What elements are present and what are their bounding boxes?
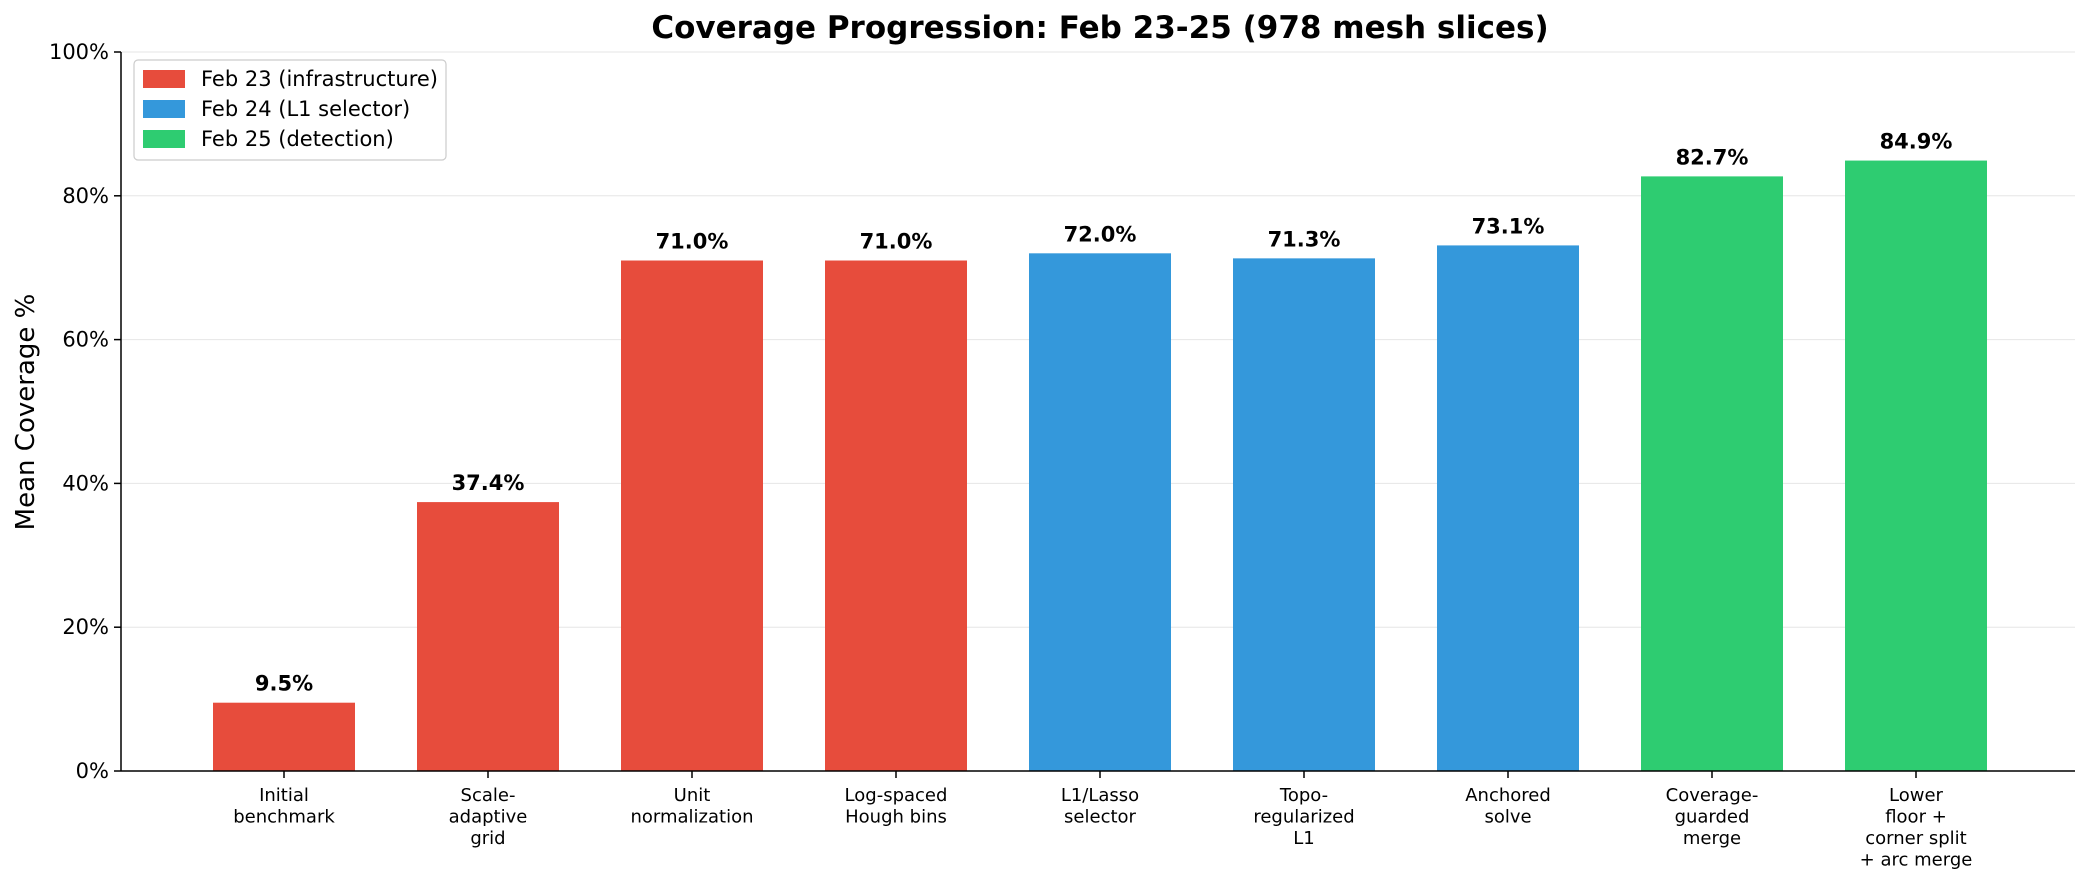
x-tick-label: L1: [1293, 828, 1314, 849]
x-tick-label: adaptive: [449, 807, 528, 828]
data-label: 71.0%: [656, 230, 729, 254]
x-tick-label: floor +: [1885, 807, 1947, 828]
data-label: 37.4%: [452, 471, 525, 495]
x-tick-label: + arc merge: [1860, 850, 1973, 871]
legend: Feb 23 (infrastructure) Feb 24 (L1 select…: [133, 59, 447, 161]
x-tick-label: Hough bins: [845, 807, 947, 828]
y-tick-label: 0%: [76, 759, 109, 783]
data-label: 9.5%: [255, 672, 313, 696]
x-tick-label: Topo-: [1279, 785, 1328, 806]
data-label: 84.9%: [1880, 130, 1953, 154]
legend-swatch: [143, 100, 185, 118]
legend-swatch: [143, 70, 185, 88]
bar: [213, 702, 355, 771]
legend-label: Feb 24 (L1 selector): [201, 97, 410, 121]
y-tick-label: 100%: [49, 40, 109, 64]
bar: [1641, 176, 1783, 772]
x-tick-label: merge: [1683, 828, 1741, 849]
x-tick-label: Scale-: [461, 785, 516, 806]
data-label: 73.1%: [1472, 214, 1545, 238]
legend-label: Feb 25 (detection): [201, 127, 394, 151]
bar: [1233, 258, 1375, 771]
bar: [825, 260, 967, 771]
y-tick-label: 40%: [62, 471, 109, 495]
bars: [213, 160, 1987, 772]
y-tick-label: 60%: [62, 328, 109, 352]
x-tick-label: Initial: [259, 785, 309, 806]
data-label: 82.7%: [1676, 145, 1749, 169]
legend-swatch: [143, 130, 185, 148]
bar: [417, 502, 559, 771]
x-tick-label: selector: [1064, 807, 1136, 828]
chart-title: Coverage Progression: Feb 23-25 (978 mes…: [651, 10, 1548, 46]
x-tick-label: Coverage-: [1666, 785, 1759, 806]
x-tick-label: corner split: [1865, 828, 1966, 849]
y-axis-ticks: 0% 20% 40% 60% 80% 100%: [49, 40, 121, 783]
data-label: 72.0%: [1064, 222, 1137, 246]
x-tick-label: grid: [470, 828, 505, 849]
y-tick-label: 20%: [62, 615, 109, 639]
data-label: 71.3%: [1268, 227, 1341, 251]
data-label: 71.0%: [860, 230, 933, 254]
bar: [1845, 160, 1987, 772]
x-tick-label: Unit: [674, 785, 711, 806]
y-tick-label: 80%: [62, 184, 109, 208]
data-labels: 9.5% 37.4% 71.0% 71.0% 72.0% 71.3% 73.1% 82.7% 8…: [255, 130, 1953, 696]
bar: [1029, 253, 1171, 771]
bar: [1437, 245, 1579, 771]
legend-frame: [133, 59, 447, 161]
x-tick-label: normalization: [630, 807, 753, 828]
x-tick-label: Log-spaced: [845, 785, 948, 806]
x-tick-label: guarded: [1675, 807, 1750, 828]
legend-label: Feb 23 (infrastructure): [201, 67, 438, 91]
x-tick-label: L1/Lasso: [1061, 785, 1139, 806]
x-tick-label: Anchored: [1465, 785, 1551, 806]
x-tick-label: solve: [1484, 807, 1531, 828]
x-tick-label: regularized: [1253, 807, 1354, 828]
bar: [621, 260, 763, 771]
y-axis-label: Mean Coverage %: [11, 294, 41, 531]
x-tick-label: benchmark: [233, 807, 335, 828]
x-tick-label: Lower: [1889, 785, 1944, 806]
